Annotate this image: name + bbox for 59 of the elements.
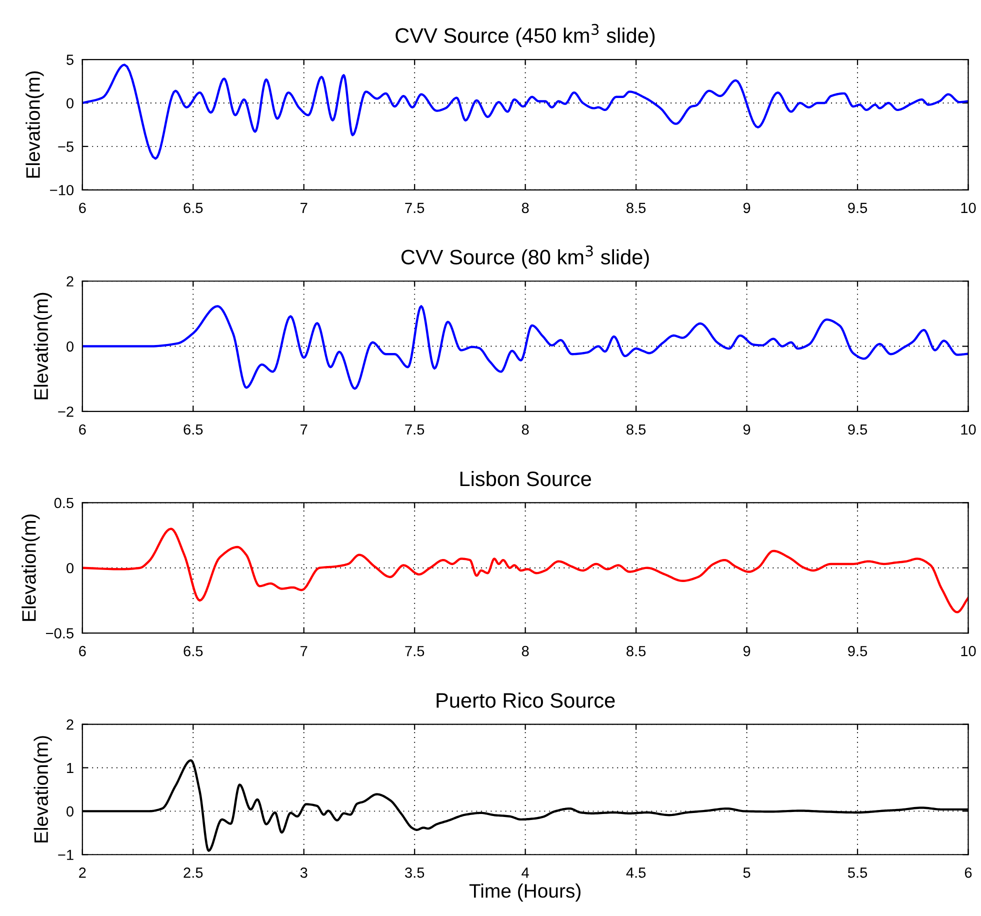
y-tick-label: 2 xyxy=(66,276,74,286)
x-tick-label: 10 xyxy=(961,646,976,656)
chart-title: Lisbon Source xyxy=(460,470,591,486)
y-tick-label: −2 xyxy=(58,406,74,417)
y-tick-label: 0 xyxy=(66,341,74,352)
y-tick-label: −0.5 xyxy=(46,628,74,638)
x-tick-label: 3 xyxy=(300,868,308,878)
x-tick-label: 8 xyxy=(522,424,529,435)
x-tick-label: 2.5 xyxy=(184,868,203,878)
chart-title: CVV Source (80 km$^{3}$ slide) xyxy=(401,245,649,269)
x-tick-label: 7 xyxy=(300,646,308,656)
x-tick-label: 5.5 xyxy=(848,868,868,878)
x-tick-label: 10 xyxy=(961,202,976,214)
x-tick-label: 7.5 xyxy=(405,202,424,214)
chart-title: Puerto Rico Source xyxy=(436,692,615,708)
x-tick-label: 4 xyxy=(522,868,529,878)
x-axis-title: Time (Hours) xyxy=(469,884,580,902)
x-tick-label: 7 xyxy=(300,202,308,213)
x-tick-label: 8.5 xyxy=(626,424,646,435)
y-tick-label: −5 xyxy=(58,142,74,152)
y-tick-label: 5 xyxy=(66,54,74,65)
x-tick-label: 3.5 xyxy=(405,868,424,878)
x-tick-label: 7.5 xyxy=(405,424,424,435)
x-tick-label: 9.5 xyxy=(848,202,868,214)
y-axis-title: Elevation(m) xyxy=(26,71,44,178)
x-tick-label: 8 xyxy=(522,202,529,214)
y-axis-title: Elevation(m) xyxy=(34,292,52,400)
y-tick-label: 1 xyxy=(67,762,74,774)
x-tick-label: 6.5 xyxy=(184,424,203,435)
y-tick-label: 0.5 xyxy=(54,498,74,508)
y-tick-label: 0 xyxy=(66,562,74,574)
x-tick-label: 6 xyxy=(79,424,86,435)
x-tick-label: 7 xyxy=(300,424,308,435)
x-tick-label: 5 xyxy=(743,868,750,878)
x-tick-label: 8 xyxy=(522,646,529,656)
x-tick-label: 6.5 xyxy=(184,202,203,214)
x-tick-label: 2 xyxy=(79,868,86,878)
x-tick-label: 6 xyxy=(79,202,86,214)
chart-title: CVV Source (450 km$^{3}$ slide) xyxy=(396,24,655,48)
y-tick-label: 2 xyxy=(66,719,74,730)
x-tick-label: 6 xyxy=(964,868,972,878)
y-tick-label: −10 xyxy=(50,184,74,196)
x-tick-label: 9 xyxy=(743,646,750,656)
y-tick-label: 0 xyxy=(66,98,74,108)
x-tick-label: 8.5 xyxy=(626,646,646,656)
y-axis-title: Elevation(m) xyxy=(34,736,52,842)
x-tick-label: 9 xyxy=(743,424,750,435)
x-tick-label: 9 xyxy=(743,202,750,214)
x-tick-label: 9.5 xyxy=(848,646,868,656)
x-tick-label: 10 xyxy=(961,424,976,435)
y-tick-label: 0 xyxy=(66,806,74,817)
x-tick-label: 7.5 xyxy=(405,646,424,656)
y-tick-label: −1 xyxy=(58,850,74,860)
x-tick-label: 9.5 xyxy=(848,424,868,435)
x-tick-label: 4.5 xyxy=(626,868,646,878)
y-axis-title: Elevation(m) xyxy=(22,514,40,621)
x-tick-label: 6 xyxy=(79,646,86,656)
x-tick-label: 6.5 xyxy=(184,646,203,656)
x-tick-label: 8.5 xyxy=(626,202,646,214)
